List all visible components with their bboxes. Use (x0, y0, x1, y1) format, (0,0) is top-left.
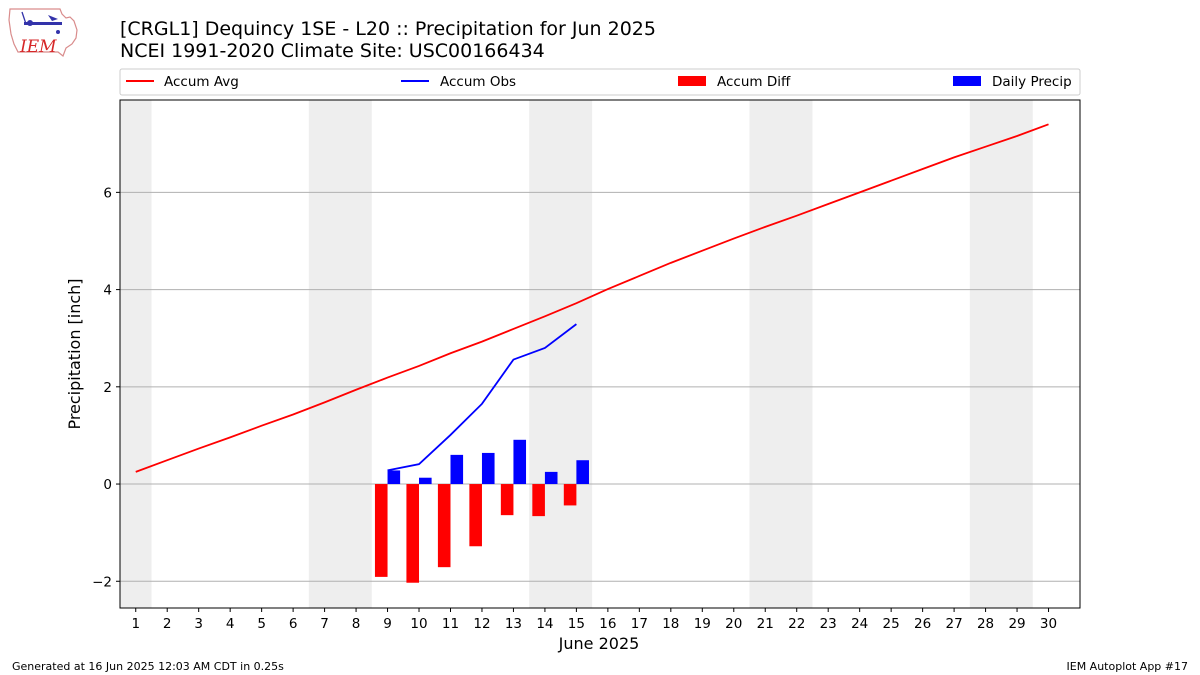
bar-daily-precip-day-10 (419, 477, 432, 485)
weekend-band-4 (969, 100, 1033, 608)
bar-daily-precip-day-14 (544, 471, 558, 485)
legend-item-accum-obs: Accum Obs (401, 74, 516, 90)
xtick-label: 9 (383, 616, 392, 632)
xtick-label: 30 (1040, 616, 1057, 632)
xtick-label: 13 (505, 616, 522, 632)
y-axis-label: Precipitation [inch] (65, 278, 84, 429)
ytick-label: −2 (92, 574, 112, 590)
legend-label-daily-precip: Daily Precip (992, 74, 1072, 90)
xtick-label: 5 (257, 616, 266, 632)
bar-daily-precip-day-9 (387, 470, 401, 485)
plot-frame (119, 99, 1081, 609)
bar-accum-diff-day-13 (500, 484, 514, 516)
logo-text: IEM (19, 37, 57, 57)
xtick-label: 26 (914, 616, 931, 632)
chart-title: [CRGL1] Dequincy 1SE - L20 :: Precipitat… (120, 18, 656, 40)
legend-item-accum-avg: Accum Avg (126, 74, 239, 90)
xtick-label: 8 (352, 616, 361, 632)
weekend-band-2 (529, 100, 593, 608)
xtick-label: 7 (320, 616, 329, 632)
bar-daily-precip-day-12 (481, 452, 495, 485)
xtick-label: 3 (194, 616, 203, 632)
xtick-label: 17 (631, 616, 648, 632)
ytick-label: 0 (103, 477, 112, 493)
bar-daily-precip-day-15 (576, 460, 589, 485)
xtick-label: 1 (131, 616, 140, 632)
weekend-shading (120, 100, 1033, 608)
xtick-label: 14 (536, 616, 553, 632)
footer-generated-text: Generated at 16 Jun 2025 12:03 AM CDT in… (12, 660, 284, 673)
bar-series (374, 439, 589, 583)
bar-accum-diff-day-12 (469, 484, 482, 547)
weekend-band-1 (308, 100, 372, 608)
xtick-label: 22 (788, 616, 805, 632)
legend-item-accum-diff: Accum Diff (678, 74, 791, 90)
bar-accum-diff-day-15 (563, 484, 577, 506)
xtick-label: 4 (226, 616, 235, 632)
chart-subtitle: NCEI 1991-2020 Climate Site: USC00166434 (120, 40, 545, 62)
legend-item-daily-precip: Daily Precip (953, 74, 1072, 90)
legend: Accum Avg Accum Obs Accum Diff Daily Pre… (119, 68, 1081, 96)
legend-frame (119, 68, 1081, 96)
gridlines (120, 191, 1080, 582)
xtick-label: 18 (662, 616, 679, 632)
xtick-label: 2 (163, 616, 172, 632)
xtick-label: 25 (883, 616, 900, 632)
xtick-label: 19 (694, 616, 711, 632)
xtick-label: 15 (568, 616, 585, 632)
xtick-label: 23 (820, 616, 837, 632)
line-series (135, 123, 1049, 473)
weekend-band-0 (120, 100, 152, 608)
line-accum-avg (135, 123, 1049, 473)
weekend-band-3 (749, 100, 813, 608)
xtick-label: 20 (725, 616, 742, 632)
ytick-label: 6 (103, 185, 112, 201)
bar-accum-diff-day-11 (437, 484, 451, 568)
xtick-label: 24 (851, 616, 868, 632)
xtick-label: 12 (473, 616, 490, 632)
ytick-label: 2 (103, 380, 112, 396)
xtick-label: 11 (442, 616, 459, 632)
x-axis-ticks: 1 2 3 4 5 6 7 8 9 10 11 12 13 14 15 16 17 18 19 20 21 22 23 24 2… (131, 608, 1057, 632)
xtick-label: 27 (946, 616, 963, 632)
xtick-label: 21 (757, 616, 774, 632)
xtick-label: 28 (977, 616, 994, 632)
bar-daily-precip-day-13 (513, 439, 527, 485)
legend-swatch-daily-precip (953, 76, 981, 86)
iem-logo: IEM (8, 8, 78, 57)
legend-label-accum-avg: Accum Avg (164, 74, 239, 90)
xtick-label: 29 (1008, 616, 1025, 632)
bar-accum-diff-day-10 (406, 484, 420, 583)
footer-app-text: IEM Autoplot App #17 (1067, 660, 1189, 673)
bar-accum-diff-day-14 (532, 484, 545, 517)
legend-label-accum-diff: Accum Diff (717, 74, 791, 90)
xtick-label: 10 (410, 616, 427, 632)
xtick-label: 6 (289, 616, 298, 632)
xtick-label: 16 (599, 616, 616, 632)
ytick-label: 4 (103, 283, 112, 299)
legend-swatch-accum-diff (678, 76, 706, 86)
legend-label-accum-obs: Accum Obs (440, 74, 516, 90)
line-accum-obs (387, 323, 577, 472)
x-axis-label: June 2025 (558, 634, 640, 653)
bar-accum-diff-day-9 (374, 484, 388, 577)
bar-daily-precip-day-11 (450, 454, 464, 485)
y-axis-ticks: −2 0 2 4 6 (92, 185, 120, 590)
